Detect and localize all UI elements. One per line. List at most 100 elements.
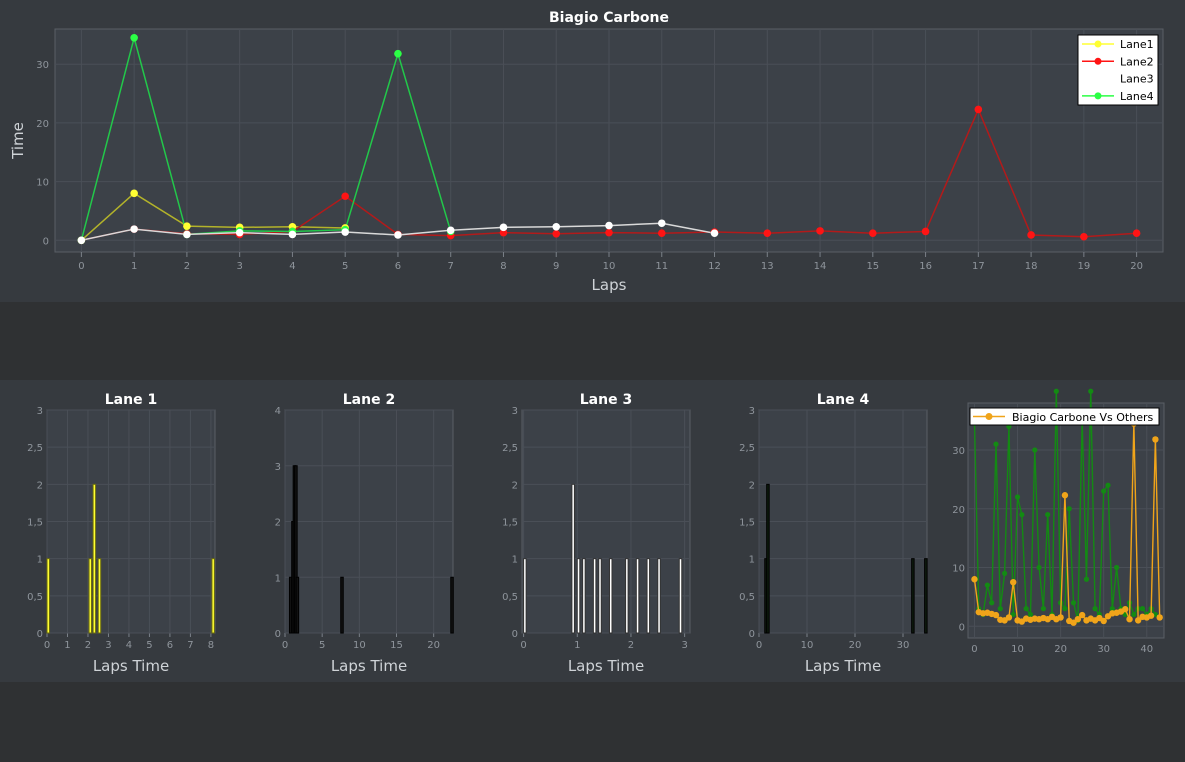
data-point-others	[1053, 388, 1059, 394]
y-tick-label: 1	[275, 573, 281, 584]
data-point-others	[1023, 606, 1029, 612]
y-tick-label: 3	[749, 406, 755, 417]
histogram-bar	[608, 558, 613, 634]
data-point-biagio	[1126, 616, 1133, 623]
legend-entry-lane2: Lane2	[1120, 55, 1154, 68]
data-point-others	[1062, 606, 1068, 612]
x-tick-label: 9	[553, 261, 559, 272]
x-tick-label: 15	[866, 261, 879, 272]
data-point-lane2	[1027, 231, 1035, 239]
y-tick-label: 1	[749, 555, 755, 566]
legend-box	[969, 407, 1160, 426]
data-point-lane3	[446, 226, 455, 235]
histogram-bar	[625, 558, 629, 634]
x-tick-label: 4	[289, 261, 295, 272]
legend: Lane1 Lane2 Lane3 Lane4	[1077, 34, 1159, 106]
x-tick-label: 10	[801, 640, 814, 651]
data-point-biagio	[1061, 492, 1069, 499]
histogram-bar	[911, 558, 915, 634]
y-tick-label: 2	[37, 480, 43, 491]
data-point-others	[1092, 606, 1098, 612]
data-point-others	[1131, 611, 1137, 618]
data-point-others	[1114, 564, 1120, 571]
histogram-bar	[450, 576, 454, 634]
y-tick-label: 30	[952, 446, 965, 457]
data-point-others	[1101, 488, 1107, 494]
histogram-bar	[598, 558, 602, 634]
y-tick-label: 10	[952, 564, 965, 575]
series-line-lane1	[80, 192, 346, 241]
x-tick-label: 19	[1077, 261, 1090, 272]
y-tick-label: 2,5	[739, 443, 755, 454]
x-tick-label: 3	[681, 640, 687, 651]
x-tick-label: 10	[1011, 644, 1024, 655]
legend-swatch-marker	[1094, 57, 1102, 65]
x-tick-label: 5	[146, 640, 152, 651]
data-point-biagio	[1156, 614, 1163, 621]
data-point-others	[1040, 606, 1046, 612]
histogram-lane1: 0 1 2 3 4 5 6 7 8 0 0,5 1 1,5 2 2,5 3 Lane 1 Laps Time	[27, 392, 216, 675]
legend-entry-comparison: Biagio Carbone Vs Others	[1012, 411, 1153, 424]
data-point-lane3	[394, 231, 402, 239]
x-tick-label: 3	[236, 261, 242, 272]
y-tick-label: 2	[749, 480, 755, 491]
data-point-lane3	[183, 230, 191, 239]
histogram-lane2: 0 5 10 15 20 0 1 2 3 4 Lane 2 Laps Time	[275, 392, 454, 675]
x-tick-label: 30	[1097, 644, 1110, 655]
y-tick-label: 0,5	[27, 592, 43, 603]
data-point-others	[1109, 606, 1115, 612]
y-tick-label: 0,5	[502, 592, 518, 603]
data-point-lane2	[921, 227, 930, 236]
histogram-bar	[211, 558, 215, 634]
histogram-bar	[97, 558, 102, 634]
y-tick-label: 1,5	[739, 518, 755, 529]
x-tick-label: 2	[628, 640, 634, 651]
x-tick-label: 8	[208, 640, 214, 651]
legend-swatch-marker	[985, 413, 993, 420]
x-tick-label: 1	[574, 640, 580, 651]
data-point-lane3	[77, 236, 86, 245]
x-tick-label: 5	[319, 640, 325, 651]
x-axis-title: Laps	[592, 276, 627, 294]
x-tick-label: 5	[342, 261, 348, 272]
data-point-lane2	[974, 105, 983, 114]
data-point-lane3	[235, 228, 244, 237]
x-tick-label: 17	[972, 261, 985, 272]
y-tick-label: 3	[512, 406, 518, 417]
x-tick-label: 1	[131, 261, 137, 272]
y-tick-label: 0	[512, 629, 518, 640]
histogram-bar	[592, 558, 597, 634]
x-tick-label: 0	[971, 644, 977, 655]
data-point-lane2	[657, 229, 666, 238]
y-tick-label: 30	[36, 60, 49, 71]
data-point-lane2	[341, 192, 349, 201]
data-point-biagio	[1005, 614, 1013, 621]
y-tick-label: 1	[512, 555, 518, 566]
x-tick-label: 20	[427, 640, 440, 651]
chart-title: Lane 4	[817, 392, 870, 408]
data-point-lane4	[130, 34, 138, 42]
x-tick-label: 2	[184, 261, 190, 272]
histogram-bar	[571, 483, 575, 634]
data-point-lane2	[499, 228, 508, 237]
y-tick-label: 3	[275, 462, 281, 473]
chart-title: Lane 1	[105, 392, 157, 408]
y-tick-label: 2	[275, 518, 281, 529]
chart-title: Lane 2	[343, 392, 395, 408]
data-point-others	[989, 600, 995, 606]
histogram-bar	[340, 576, 344, 634]
x-tick-label: 20	[849, 640, 862, 651]
data-point-lane2	[552, 230, 561, 238]
data-point-others	[1032, 447, 1038, 453]
x-axis-title: Laps Time	[93, 657, 169, 675]
data-point-lane3	[288, 230, 297, 239]
histogram-bar	[576, 558, 581, 634]
x-tick-label: 2	[85, 640, 91, 651]
data-point-biagio	[1070, 619, 1077, 626]
histogram-bar	[678, 558, 683, 634]
data-point-others	[1036, 564, 1042, 571]
legend-entry-lane1: Lane1	[1120, 38, 1154, 51]
data-point-biagio	[971, 576, 978, 583]
data-point-others	[993, 441, 999, 447]
legend-swatch-marker	[1094, 40, 1102, 48]
